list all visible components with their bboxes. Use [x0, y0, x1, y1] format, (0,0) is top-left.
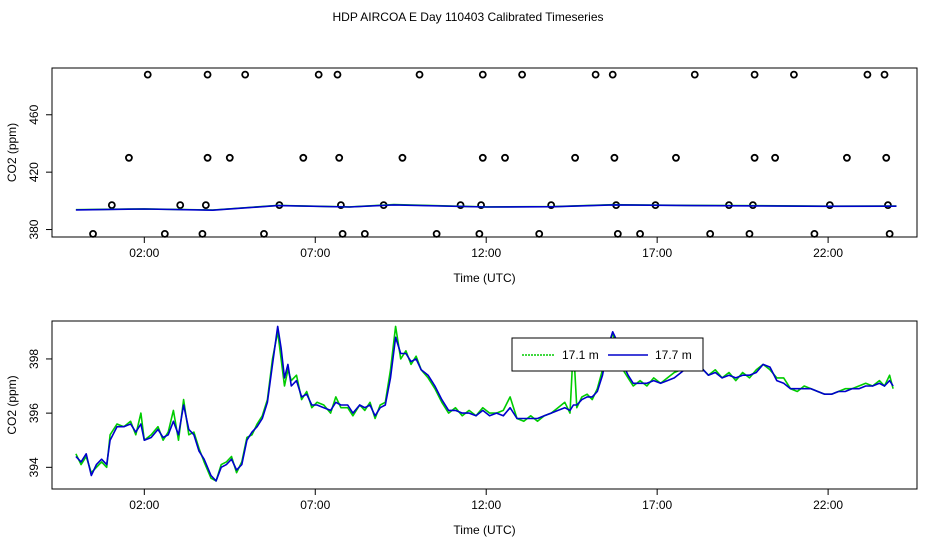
- data-point: [335, 153, 344, 162]
- data-point: [571, 153, 580, 162]
- data-point: [203, 153, 212, 162]
- data-point: [107, 201, 116, 210]
- data-point: [636, 229, 644, 238]
- data-point: [314, 70, 323, 79]
- data-point: [333, 70, 342, 79]
- plot-frame: [51, 67, 918, 238]
- x-tick-label: 17:00: [642, 498, 672, 512]
- data-point: [337, 201, 345, 210]
- data-point: [125, 153, 133, 162]
- x-tick-label: 12:00: [471, 498, 501, 512]
- x-tick-label: 02:00: [129, 498, 159, 512]
- data-point: [608, 70, 617, 79]
- data-point: [863, 70, 872, 79]
- data-point: [518, 70, 527, 79]
- x-tick-label: 17:00: [642, 246, 672, 260]
- data-point: [203, 70, 212, 79]
- data-point: [260, 229, 268, 238]
- data-point: [880, 70, 889, 79]
- data-point: [843, 153, 851, 162]
- x-tick-label: 22:00: [813, 498, 843, 512]
- data-point: [706, 229, 715, 238]
- series-line-17-7-m: [75, 325, 894, 482]
- data-point: [432, 229, 441, 238]
- data-point: [690, 70, 699, 79]
- x-tick-label: 02:00: [129, 246, 159, 260]
- y-tick-label: 460: [27, 104, 41, 124]
- data-point: [160, 229, 169, 238]
- plot-frame: [51, 320, 918, 490]
- y-axis-title: CO2 (ppm): [5, 123, 19, 182]
- data-point: [299, 153, 308, 162]
- data-point: [885, 229, 894, 238]
- data-point: [750, 153, 759, 162]
- x-tick-label: 07:00: [300, 498, 330, 512]
- x-tick-label: 12:00: [471, 246, 501, 260]
- data-point: [478, 153, 487, 162]
- data-point: [547, 201, 556, 210]
- data-point: [771, 153, 780, 162]
- data-point: [241, 70, 250, 79]
- data-point: [456, 201, 465, 210]
- data-point: [415, 70, 424, 79]
- series-line-17-7-m: [75, 204, 897, 211]
- data-point: [398, 153, 407, 162]
- data-point: [475, 229, 484, 238]
- y-tick-label: 420: [27, 162, 41, 182]
- data-point: [613, 229, 622, 238]
- data-point: [143, 70, 152, 79]
- y-tick-label: 398: [27, 349, 41, 369]
- data-point: [535, 229, 544, 238]
- x-axis-title: Time (UTC): [453, 271, 515, 285]
- data-point: [89, 229, 97, 238]
- data-point: [810, 229, 819, 238]
- x-tick-label: 07:00: [300, 246, 330, 260]
- top-panel: 02:00 07:00 12:00 17:00 22:00 380 420 460 Time (…: [5, 67, 918, 285]
- data-point: [882, 153, 891, 162]
- y-tick-label: 394: [27, 457, 41, 477]
- data-point: [591, 70, 600, 79]
- legend-label: 17.1 m: [562, 348, 599, 362]
- data-point: [750, 70, 759, 79]
- page-title: HDP AIRCOA E Day 110403 Calibrated Times…: [332, 10, 604, 24]
- data-point: [477, 201, 485, 210]
- data-point: [501, 153, 509, 162]
- data-point: [610, 153, 619, 162]
- data-point: [672, 153, 680, 162]
- bottom-panel: 02:00 07:00 12:00 17:00 22:00 394 396 398 Time (…: [5, 320, 918, 537]
- data-point: [825, 201, 834, 210]
- y-tick-label: 396: [27, 403, 41, 423]
- series-line-17-1-m: [75, 325, 894, 482]
- data-point: [745, 229, 754, 238]
- data-point: [884, 201, 892, 210]
- data-point: [176, 201, 185, 210]
- y-tick-label: 380: [27, 219, 41, 239]
- data-point: [198, 229, 207, 238]
- x-tick-label: 22:00: [813, 246, 843, 260]
- data-point: [360, 229, 369, 238]
- x-axis-title: Time (UTC): [453, 523, 515, 537]
- data-point: [225, 153, 234, 162]
- data-point: [790, 70, 798, 79]
- data-point: [478, 70, 487, 79]
- data-point: [201, 201, 210, 210]
- legend-label: 17.7 m: [655, 348, 692, 362]
- data-point: [338, 229, 347, 238]
- y-axis-title: CO2 (ppm): [5, 375, 19, 434]
